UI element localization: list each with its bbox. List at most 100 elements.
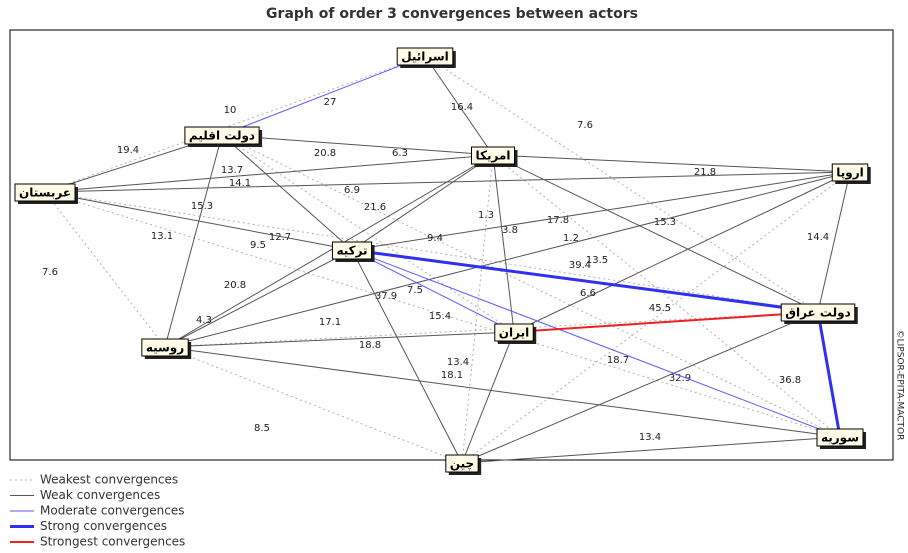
node: روسیه <box>141 338 192 359</box>
edge <box>44 154 494 193</box>
edge-label: 7.5 <box>407 285 423 296</box>
edge-label: 15.4 <box>429 311 451 322</box>
edge-label: 18.8 <box>359 340 381 351</box>
node-label: سوریه <box>821 431 859 446</box>
edge-label: 15.3 <box>191 201 213 212</box>
edge <box>492 154 515 333</box>
edge-label: 39.4 <box>569 260 591 271</box>
edge-label: 12.7 <box>269 232 291 243</box>
node: عربستان <box>14 183 79 204</box>
edge-label: 6.9 <box>344 185 360 196</box>
edge <box>492 154 841 438</box>
edge <box>164 134 223 348</box>
edge-label: 20.8 <box>314 148 336 159</box>
edge-label: 1.2 <box>563 233 579 244</box>
node-box <box>780 303 856 322</box>
edge-label: 13.7 <box>221 165 243 176</box>
edge-label: 13.4 <box>639 432 661 443</box>
edge-label: 7.6 <box>577 120 593 131</box>
edge <box>492 154 851 173</box>
node-label: دولت عراق <box>785 306 851 321</box>
node-label: دولت اقلیم <box>189 129 255 144</box>
node-label: ایران <box>499 326 529 340</box>
edge-label: 6.3 <box>392 148 408 159</box>
node-label: ترکیه <box>336 244 367 258</box>
edge <box>816 311 842 438</box>
edge <box>817 171 851 313</box>
edge <box>461 311 819 464</box>
edge-label: 36.8 <box>779 375 801 386</box>
edge <box>461 331 515 464</box>
edge-label: 45.5 <box>649 303 671 314</box>
node-label: اسرائیل <box>401 50 449 64</box>
nodes: اسرائیل دولت اقلیم امریکا اروپا عربستان ترکیه… <box>14 47 871 475</box>
node-box <box>816 428 864 447</box>
edge-label: 7.6 <box>42 267 58 278</box>
edge-label: 32.9 <box>669 373 691 384</box>
node-box <box>831 163 869 182</box>
edge-label: 3.8 <box>502 225 518 236</box>
edge <box>492 154 819 313</box>
node: اروپا <box>831 163 871 184</box>
edge <box>44 55 426 193</box>
legend-label: Strongest convergences <box>40 535 185 549</box>
edge <box>221 134 353 251</box>
edges: 10 7.6 17.8 7.6 8.5 13.7 9.5 3.8 13.5 1.2 37.9 15.4… <box>42 55 851 464</box>
edge-label: 9.5 <box>250 240 266 251</box>
edge <box>221 55 426 136</box>
edge <box>461 436 841 464</box>
edge-label: 17.1 <box>319 317 341 328</box>
node-box <box>141 338 189 357</box>
node-box <box>445 454 479 473</box>
edge-label: 27 <box>324 97 337 108</box>
node-label: امریکا <box>476 149 511 163</box>
edge-label: 19.4 <box>117 145 139 156</box>
edge <box>351 249 515 333</box>
edge <box>164 171 851 348</box>
edge <box>513 311 819 333</box>
edge-label: 21.6 <box>364 202 386 213</box>
edge-label: 18.7 <box>607 355 629 366</box>
edge-label: 17.8 <box>547 215 569 226</box>
node: دولت اقلیم <box>184 126 263 147</box>
edge <box>221 134 494 156</box>
legend-label: Strong convergences <box>40 519 167 533</box>
legend-label: Weak convergences <box>40 488 160 502</box>
node: امریکا <box>471 146 518 167</box>
edge <box>221 134 515 333</box>
edge-label: 21.8 <box>694 167 716 178</box>
edge-label: 6.6 <box>580 288 596 299</box>
edge-label: 20.8 <box>224 280 246 291</box>
node-label: اروپا <box>836 166 864 181</box>
node: دولت عراق <box>780 303 858 324</box>
edge-label: 16.4 <box>451 102 473 113</box>
edge <box>351 171 851 251</box>
legend-label: Weakest convergences <box>40 473 178 487</box>
node-box <box>331 241 373 260</box>
title: Graph of order 3 convergences between ac… <box>266 6 638 22</box>
edge-label: 4.3 <box>196 315 212 326</box>
node-box <box>471 146 515 165</box>
edge-label: 9.4 <box>427 233 443 244</box>
node: چین <box>445 454 482 475</box>
node: سوریه <box>816 428 867 449</box>
edge <box>351 249 463 464</box>
node: ترکیه <box>331 241 375 262</box>
edge-label: 10 <box>224 105 237 116</box>
edge-label: 18.1 <box>441 370 463 381</box>
edge <box>164 311 819 348</box>
edge-label: 37.9 <box>375 291 397 302</box>
edge <box>44 191 841 438</box>
edge <box>513 171 851 333</box>
edge <box>461 171 851 464</box>
edge <box>164 154 494 348</box>
edge <box>164 331 515 348</box>
node-box <box>396 47 454 66</box>
node-label: چین <box>450 457 474 471</box>
node-label: روسیه <box>146 341 184 356</box>
edge <box>351 249 841 438</box>
edge <box>351 248 819 314</box>
node-box <box>184 126 260 145</box>
edge-label: 14.1 <box>229 178 251 189</box>
